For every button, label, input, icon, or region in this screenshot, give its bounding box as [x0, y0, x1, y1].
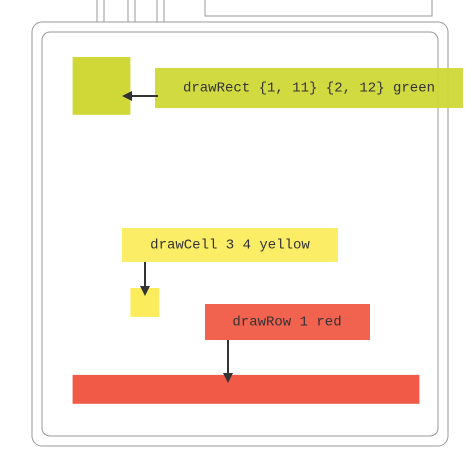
annotation-text: drawRect {1, 11} {2, 12} green [183, 81, 435, 97]
annotation-green: drawRect {1, 11} {2, 12} green [122, 68, 463, 108]
annotation-text: drawCell 3 4 yellow [150, 238, 310, 254]
annotation-yellow: drawCell 3 4 yellow [122, 228, 338, 296]
device-frame [31, 0, 449, 447]
annotation-red: drawRow 1 red [205, 304, 370, 383]
red-row [72, 374, 420, 404]
green-rect [72, 57, 131, 115]
annotation-text: drawRow 1 red [232, 315, 341, 331]
